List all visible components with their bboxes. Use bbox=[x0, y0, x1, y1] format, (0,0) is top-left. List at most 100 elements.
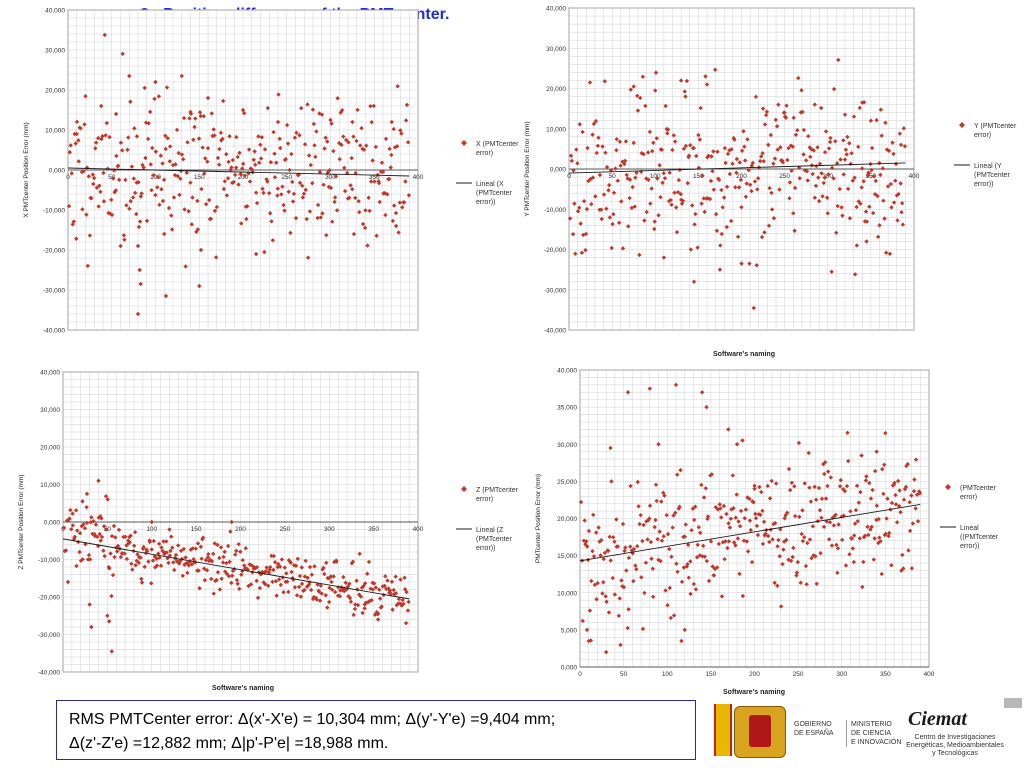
data-point bbox=[107, 134, 112, 140]
data-point bbox=[584, 627, 590, 633]
trend-line bbox=[579, 503, 921, 562]
data-point bbox=[318, 215, 323, 220]
spain-flag-icon bbox=[714, 704, 732, 756]
y-tick-label: -30,000 bbox=[38, 632, 60, 639]
data-point bbox=[138, 281, 143, 287]
data-point bbox=[180, 573, 185, 579]
data-point bbox=[319, 112, 325, 117]
data-point bbox=[101, 548, 106, 553]
data-point bbox=[817, 508, 823, 513]
data-point bbox=[321, 182, 326, 188]
y-tick-label: 20,000 bbox=[546, 86, 566, 93]
data-point bbox=[297, 180, 303, 186]
data-point bbox=[705, 514, 711, 519]
data-point bbox=[795, 559, 801, 565]
data-point bbox=[152, 554, 157, 559]
data-point bbox=[217, 146, 222, 152]
data-point bbox=[389, 152, 394, 158]
data-point bbox=[789, 480, 795, 485]
data-point bbox=[825, 211, 830, 216]
data-point bbox=[234, 548, 239, 554]
data-point bbox=[198, 247, 204, 253]
data-point bbox=[281, 202, 286, 208]
data-point bbox=[863, 209, 869, 214]
data-point bbox=[128, 198, 133, 204]
data-point bbox=[266, 190, 272, 196]
data-point bbox=[153, 79, 158, 85]
data-point bbox=[262, 581, 268, 587]
x-tick-label: 0 bbox=[61, 526, 65, 533]
data-point bbox=[267, 567, 272, 572]
data-point bbox=[735, 234, 741, 240]
data-point bbox=[169, 213, 174, 218]
x-tick-label: 50 bbox=[620, 671, 628, 678]
data-point bbox=[283, 156, 289, 162]
data-point bbox=[69, 171, 74, 176]
data-point bbox=[295, 556, 300, 561]
data-point bbox=[236, 182, 241, 187]
data-point bbox=[397, 200, 403, 205]
data-point bbox=[114, 549, 120, 554]
data-point bbox=[602, 79, 608, 84]
chart-svg: -40,000 -30,000 -20,000 -10,000 0,000 10,000 2… bbox=[18, 370, 424, 693]
data-point bbox=[216, 162, 222, 167]
data-point bbox=[586, 178, 591, 184]
data-point bbox=[354, 578, 359, 583]
data-point bbox=[739, 148, 745, 153]
data-point bbox=[171, 560, 176, 565]
data-point bbox=[667, 585, 673, 591]
data-point bbox=[691, 279, 697, 284]
data-point bbox=[315, 202, 321, 208]
data-point bbox=[151, 172, 156, 178]
data-point bbox=[201, 113, 206, 119]
data-point bbox=[327, 576, 332, 581]
data-point bbox=[105, 613, 110, 618]
data-point bbox=[405, 140, 411, 145]
data-point bbox=[808, 154, 813, 160]
data-point bbox=[171, 195, 177, 200]
data-point bbox=[872, 468, 878, 474]
data-point bbox=[168, 548, 173, 554]
data-point bbox=[608, 445, 613, 451]
data-point bbox=[855, 518, 860, 524]
x-tick-label: 350 bbox=[865, 173, 876, 180]
data-point bbox=[282, 208, 287, 213]
data-point bbox=[827, 520, 833, 525]
data-point bbox=[634, 170, 639, 175]
chart-legend: X (PMTcenter error) Lineal (X (PMTcenter … bbox=[456, 140, 528, 230]
y-tick-label: 30,000 bbox=[45, 48, 65, 55]
y-tick-label: -20,000 bbox=[544, 247, 566, 254]
data-point bbox=[402, 200, 407, 205]
data-point bbox=[68, 143, 73, 148]
data-point bbox=[780, 160, 786, 165]
data-point bbox=[134, 211, 139, 217]
data-point bbox=[123, 177, 128, 183]
data-point bbox=[362, 225, 368, 231]
data-point bbox=[305, 102, 310, 107]
data-point bbox=[606, 610, 612, 615]
data-point bbox=[297, 133, 302, 138]
data-point bbox=[188, 180, 193, 185]
data-point bbox=[96, 135, 101, 141]
data-point bbox=[218, 130, 224, 136]
data-point bbox=[835, 203, 840, 209]
data-point bbox=[393, 223, 399, 229]
data-point bbox=[372, 179, 377, 184]
data-point bbox=[786, 145, 791, 151]
data-point bbox=[304, 216, 309, 222]
data-point bbox=[197, 283, 202, 289]
data-point bbox=[663, 103, 668, 109]
data-point bbox=[195, 227, 201, 232]
data-point bbox=[308, 162, 313, 168]
data-point bbox=[332, 199, 337, 205]
data-point bbox=[834, 161, 840, 166]
data-point bbox=[647, 129, 653, 135]
data-point bbox=[691, 581, 697, 587]
chart-svg: 0,000 5,000 10,000 15,000 20,000 25,000 30,000… bbox=[535, 368, 935, 697]
data-point bbox=[99, 103, 104, 109]
x-tick-label: 200 bbox=[749, 671, 760, 678]
data-point bbox=[253, 190, 259, 195]
y-tick-label: 25,000 bbox=[557, 479, 577, 486]
data-point bbox=[869, 145, 875, 151]
data-point bbox=[253, 251, 259, 257]
